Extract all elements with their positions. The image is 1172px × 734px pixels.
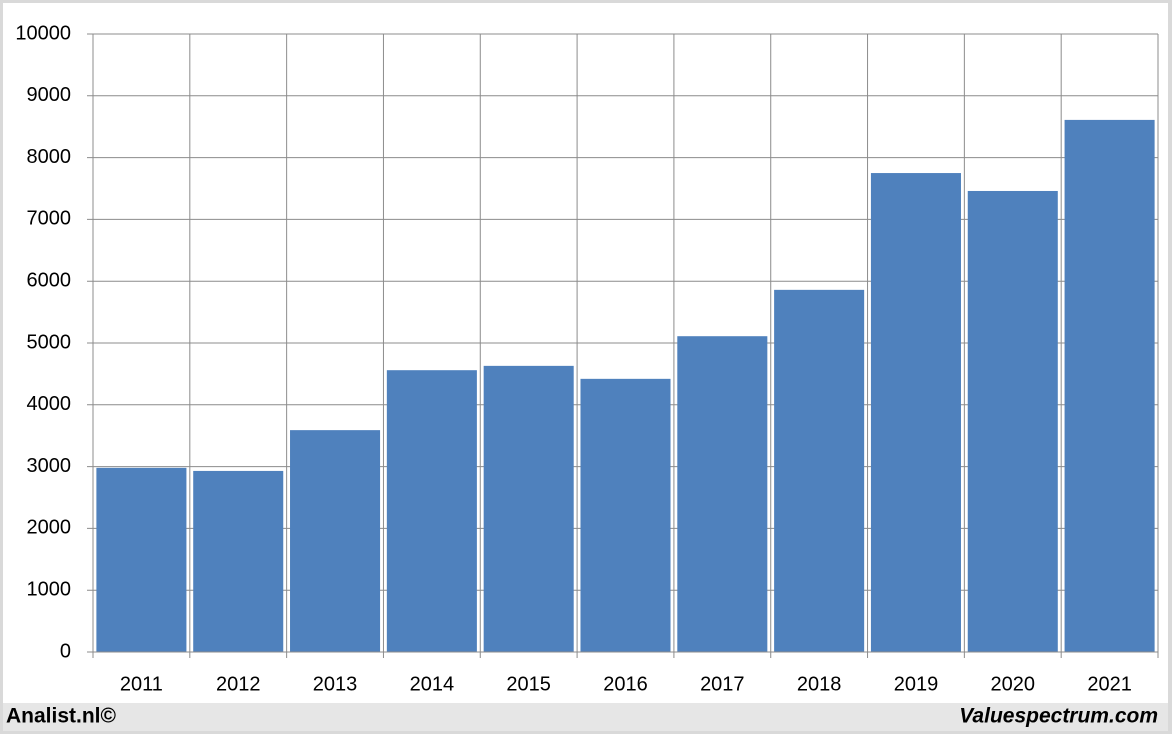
y-tick-label: 4000 (27, 393, 72, 415)
bar (967, 190, 1058, 653)
y-tick-label: 0 (60, 640, 71, 662)
y-tick-label: 3000 (27, 455, 72, 477)
x-tick-label: 2015 (506, 673, 551, 695)
y-tick-label: 6000 (27, 269, 72, 291)
y-tick-label: 7000 (27, 208, 72, 230)
x-tick-label: 2019 (894, 673, 939, 695)
footer-band (3, 703, 1168, 731)
x-tick-label: 2013 (313, 673, 358, 695)
bar (774, 289, 865, 652)
y-tick-label: 10000 (15, 22, 71, 44)
x-tick-label: 2012 (216, 673, 261, 695)
bar (96, 467, 187, 652)
bar (870, 173, 961, 653)
footer-left: Analist.nl© (6, 705, 117, 728)
bar (386, 370, 477, 652)
footer-right: Valuespectrum.com (959, 705, 1158, 728)
x-tick-label: 2016 (603, 673, 648, 695)
y-tick-label: 2000 (27, 517, 72, 539)
x-tick-label: 2018 (797, 673, 842, 695)
bar (580, 378, 671, 652)
y-tick-label: 5000 (27, 331, 72, 353)
bar (483, 365, 574, 652)
x-tick-label: 2014 (410, 673, 455, 695)
y-tick-label: 9000 (27, 84, 72, 106)
bar (677, 336, 768, 652)
x-tick-label: 2021 (1087, 673, 1132, 695)
y-tick-label: 1000 (27, 578, 72, 600)
x-tick-label: 2020 (991, 673, 1036, 695)
bar (290, 430, 381, 652)
x-tick-label: 2011 (120, 673, 163, 695)
bar (193, 470, 284, 652)
x-tick-label: 2017 (700, 673, 745, 695)
y-tick-label: 8000 (27, 146, 72, 168)
bar (1064, 119, 1155, 653)
